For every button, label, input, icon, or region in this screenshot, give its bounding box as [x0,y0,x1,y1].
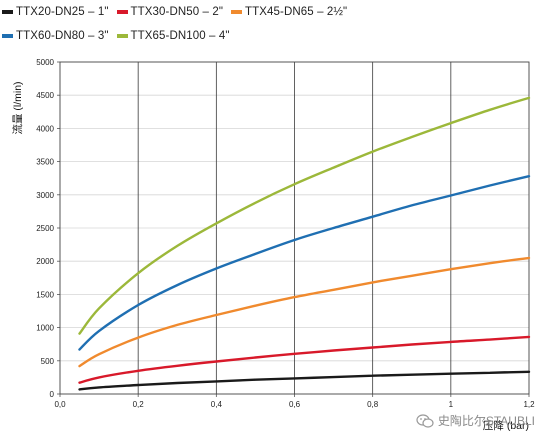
series-line-3 [78,175,531,351]
y-tick-label: 1500 [36,290,54,299]
y-tick-label: 2500 [36,224,54,233]
x-tick-label: 0,2 [133,400,145,409]
x-tick-label: 0,6 [289,400,301,409]
legend-row-2: TTX60-DN80 – 3" TTX65-DN100 – 4" [2,28,238,44]
x-tick-label: 0,8 [367,400,379,409]
legend-label-ttx65: TTX65-DN100 – 4" [130,30,230,42]
y-tick-label: 3000 [36,191,54,200]
x-tick-label: 1,2 [523,400,535,409]
legend-swatch-ttx30 [116,10,128,14]
legend-label-ttx60: TTX60-DN80 – 3" [16,30,109,42]
y-tick-label: 2000 [36,257,54,266]
y-tick-label: 0 [50,390,55,399]
legend-label-ttx45: TTX45-DN65 – 2½" [245,6,348,18]
legend-swatch-ttx20 [2,10,13,14]
legend-swatch-ttx60 [2,34,13,38]
y-tick-label: 4500 [36,91,54,100]
watermark: 史陶比尔STAUBLI [416,412,535,429]
tick-labels: 0 500 1000 1500 2000 2500 3000 3500 4000 4500 5000… [36,58,535,409]
legend-item-ttx45: TTX45-DN65 – 2½" [231,6,347,18]
y-tick-label: 500 [41,357,55,366]
legend-item-ttx30: TTX30-DN50 – 2" [116,6,224,18]
series-line-1 [78,335,531,384]
y-tick-label: 4000 [36,124,54,133]
legend-item-ttx65: TTX65-DN100 – 4" [116,30,230,42]
legend: TTX20-DN25 – 1" TTX30-DN50 – 2" TTX45-DN… [0,0,541,50]
y-tick-label: 5000 [36,58,54,67]
y-tick-label: 1000 [36,324,54,333]
x-tick-label: 0,0 [54,400,66,409]
x-tick-label: 0,4 [211,400,223,409]
series-lines [78,96,531,391]
legend-swatch-ttx45 [231,10,243,14]
legend-swatch-ttx65 [116,34,128,38]
plot-frame [59,61,530,395]
series-line-2 [78,256,531,368]
legend-label-ttx30: TTX30-DN50 – 2" [130,6,224,18]
y-axis-label: 流量 (l/min) [11,81,24,134]
legend-item-ttx60: TTX60-DN80 – 3" [2,30,109,42]
legend-row-1: TTX20-DN25 – 1" TTX30-DN50 – 2" TTX45-DN… [2,4,355,20]
legend-item-ttx20: TTX20-DN25 – 1" [2,6,109,18]
series-line-4 [78,96,531,335]
grid [57,61,530,397]
wechat-icon [416,413,434,428]
legend-label-ttx20: TTX20-DN25 – 1" [16,6,109,18]
x-tick-label: 1 [449,400,454,409]
y-tick-label: 3500 [36,158,54,167]
watermark-text: 史陶比尔STAUBLI [437,414,535,428]
x-axis-label: 压降 (bar) [483,419,529,432]
series-line-0 [78,370,531,391]
